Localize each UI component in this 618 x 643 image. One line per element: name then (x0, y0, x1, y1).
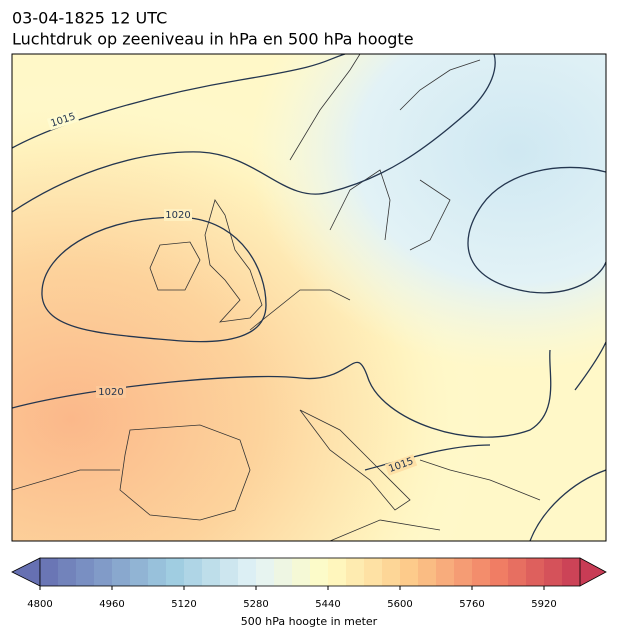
colorbar-segment (508, 558, 527, 586)
colorbar-segment (40, 558, 59, 586)
colorbar-tick-label: 5920 (531, 599, 556, 610)
colorbar-tick-label: 4960 (99, 599, 124, 610)
colorbar-tick-label: 5760 (459, 599, 484, 610)
colorbar-tick-label: 5280 (243, 599, 268, 610)
colorbar-extend-low (11, 557, 41, 587)
title-date: 03-04-1825 12 UTC (12, 9, 167, 28)
colorbar-segment (148, 558, 167, 586)
colorbar-segment (238, 558, 257, 586)
colorbar-segment (184, 558, 203, 586)
colorbar-segment (310, 558, 329, 586)
colorbar-tick-label: 5600 (387, 599, 412, 610)
colorbar-segment (364, 558, 383, 586)
colorbar-tick-label: 5440 (315, 599, 340, 610)
colorbar-segment (256, 558, 275, 586)
colorbar-segment (58, 558, 77, 586)
colorbar-segment (76, 558, 95, 586)
colorbar-segment (490, 558, 509, 586)
colorbar: 4800 4960 5120 5280 5440 5600 5760 5920 (11, 557, 607, 610)
map: 1015 1020 1020 1015 (12, 54, 606, 541)
contour-label: 1020 (98, 387, 123, 398)
cold-field (12, 54, 606, 541)
title: Luchtdruk op zeeniveau in hPa en 500 hPa… (12, 30, 414, 49)
colorbar-label: 500 hPa hoogte in meter (241, 615, 378, 628)
colorbar-segment (328, 558, 347, 586)
colorbar-segment (436, 558, 455, 586)
colorbar-segment (220, 558, 239, 586)
colorbar-tick-label: 5120 (171, 599, 196, 610)
coastlines (12, 54, 541, 541)
colorbar-segment (292, 558, 311, 586)
colorbar-segment (418, 558, 437, 586)
colorbar-segment (544, 558, 563, 586)
colorbar-frame (39, 557, 581, 587)
colorbar-segment (562, 558, 581, 586)
colorbar-segment (382, 558, 401, 586)
colorbar-segment (202, 558, 221, 586)
colorbar-tick-label: 4800 (27, 599, 52, 610)
colorbar-segment (166, 558, 185, 586)
colorbar-segment (112, 558, 131, 586)
colorbar-segment (94, 558, 113, 586)
colorbar-segment (472, 558, 491, 586)
map-frame (11, 53, 607, 542)
colorbar-segment (526, 558, 545, 586)
contour-label: 1020 (165, 210, 190, 221)
colorbar-segment (400, 558, 419, 586)
colorbar-extend-high (579, 557, 607, 587)
colorbar-segment (346, 558, 365, 586)
colorbar-segment (130, 558, 149, 586)
colorbar-segment (454, 558, 473, 586)
colorbar-segment (274, 558, 293, 586)
